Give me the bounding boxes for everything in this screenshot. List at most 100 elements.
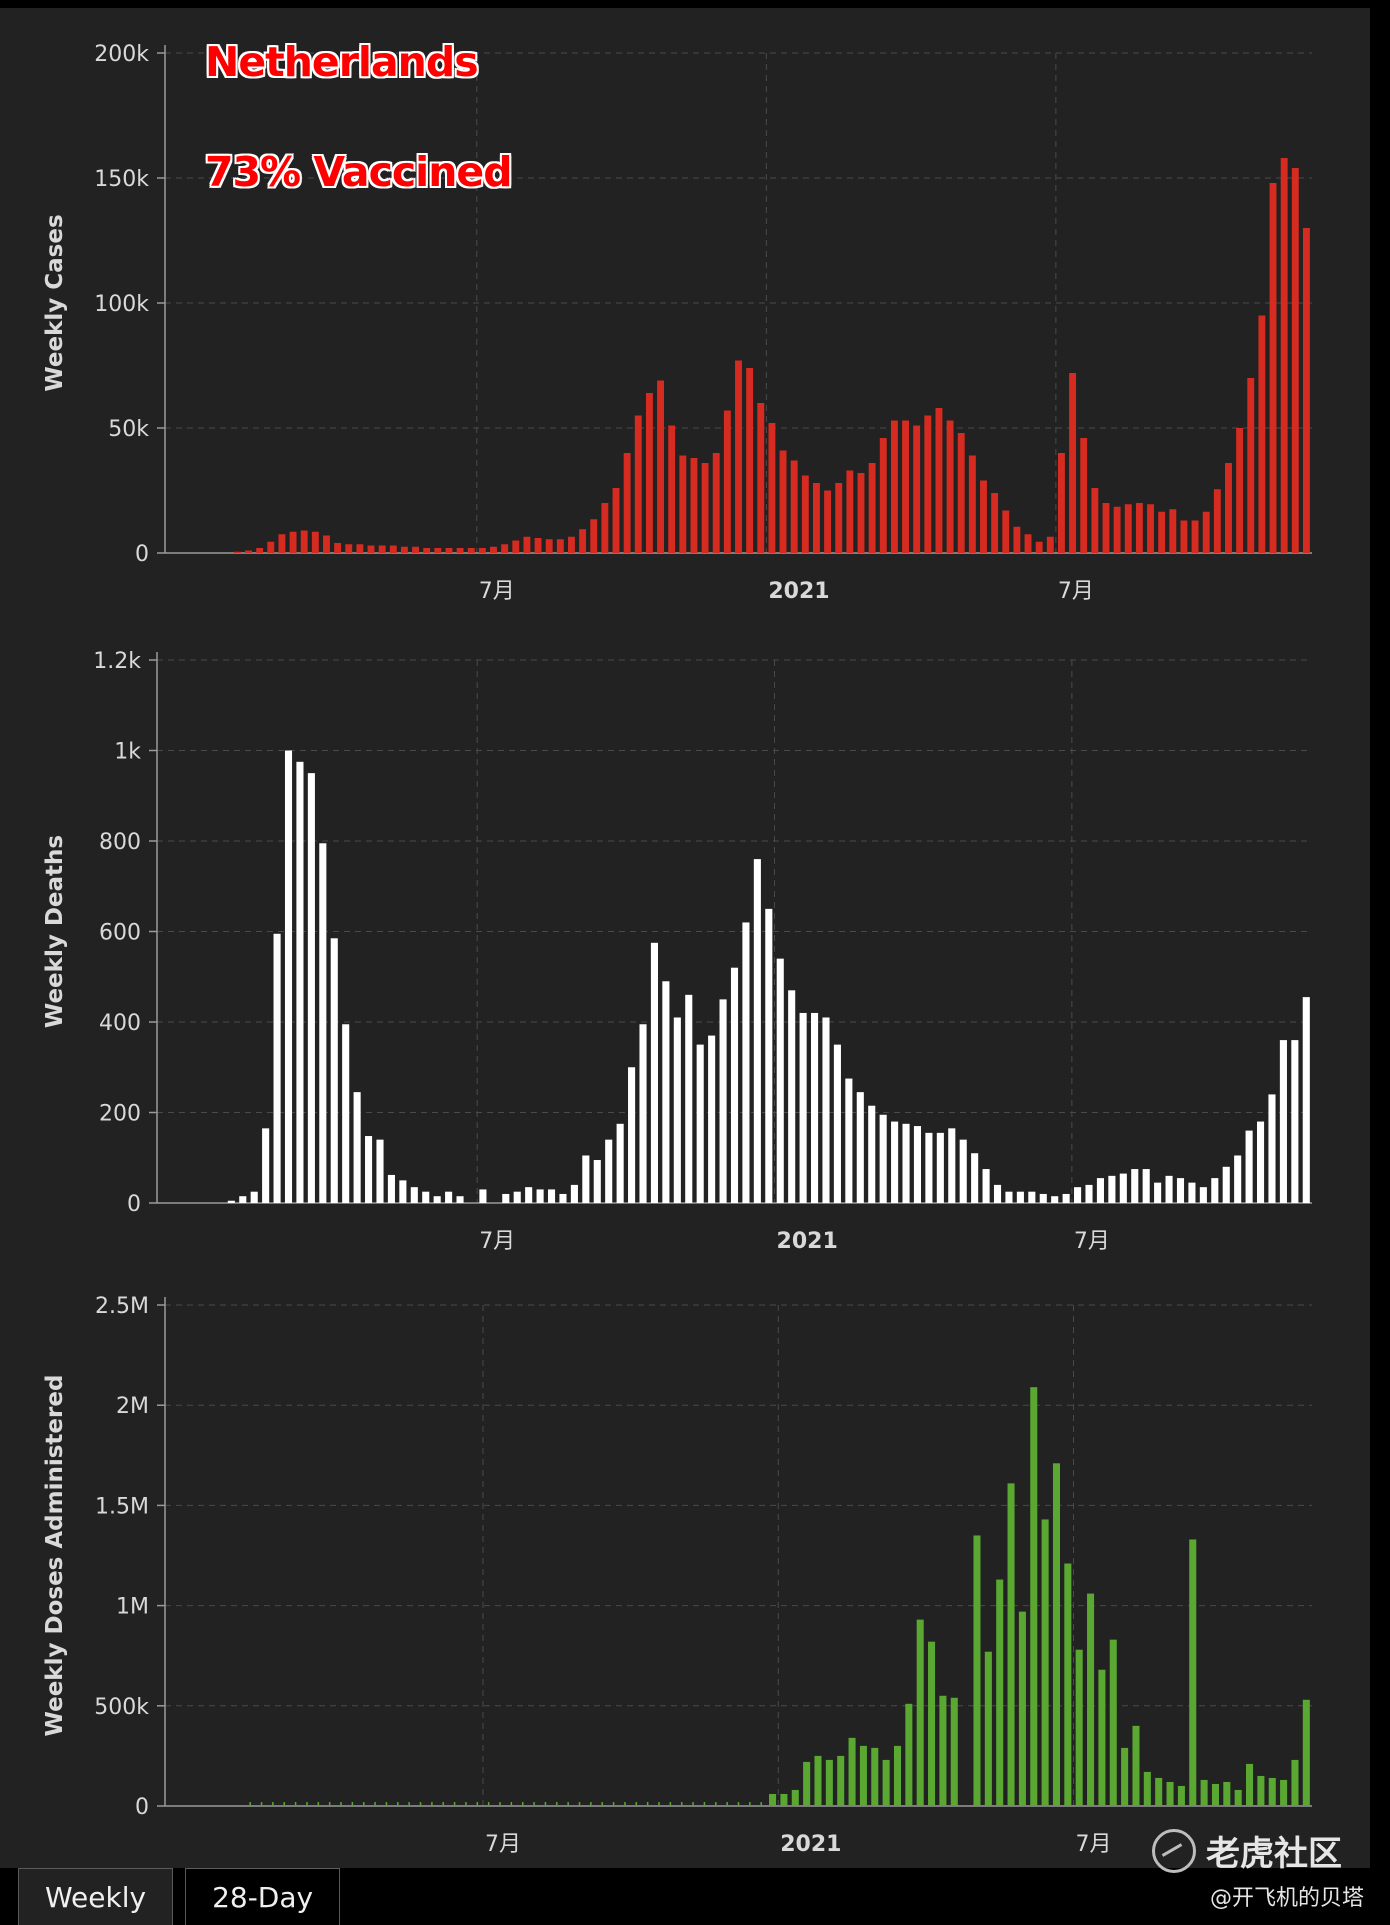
doses-bar (1211, 1783, 1219, 1806)
cases-bar (668, 425, 676, 553)
cases-bar (601, 503, 609, 553)
doses-bar (1155, 1777, 1163, 1806)
doses-bar (916, 1619, 924, 1806)
cases-bar (423, 548, 431, 553)
doses-bar (950, 1697, 958, 1806)
x-tick-label: 7月 (1074, 1229, 1110, 1254)
cases-bar (812, 483, 820, 553)
cases-bar (868, 463, 876, 553)
deaths-bar (936, 1132, 944, 1203)
tab-weekly[interactable]: Weekly (18, 1868, 174, 1925)
deaths-bar (456, 1196, 464, 1203)
cases-chart: 0 50k 100k 150k 200k 7月 2021 7月 Weekly Cases (42, 42, 1312, 604)
cases-bar (1091, 488, 1099, 553)
deaths-bar (1279, 1040, 1287, 1203)
deaths-bar (685, 994, 693, 1203)
doses-bar (803, 1761, 811, 1806)
cases-bar (935, 408, 943, 553)
deaths-bar (1245, 1130, 1253, 1203)
deaths-bar (1165, 1175, 1173, 1203)
y-tick-label: 150k (94, 167, 149, 192)
deaths-bar (1016, 1191, 1024, 1203)
cases-bar (356, 544, 364, 553)
cases-bar (1302, 228, 1310, 553)
doses-bar (1018, 1611, 1026, 1806)
cases-bar (790, 460, 798, 553)
cases-bar (657, 380, 665, 553)
cases-bar (445, 548, 453, 553)
deaths-chart: 0 200 400 600 800 1k 1.2k 7月 2021 7月 Weekly Deaths (42, 649, 1312, 1254)
doses-bar (871, 1747, 879, 1806)
cases-bar (267, 541, 275, 553)
y-tick-label: 600 (99, 921, 141, 946)
deaths-bar (993, 1184, 1002, 1203)
deaths-bar (284, 750, 293, 1203)
deaths-bar (479, 1189, 487, 1203)
cases-bar (957, 433, 965, 553)
tab-28-day[interactable]: 28-Day (185, 1868, 341, 1925)
deaths-bar (662, 981, 670, 1203)
cases-bar (478, 548, 486, 553)
deaths-bar (1119, 1173, 1127, 1203)
doses-bar (780, 1793, 788, 1806)
deaths-bar (776, 958, 784, 1203)
doses-bar (905, 1703, 913, 1806)
deaths-bar (856, 1092, 864, 1203)
doses-bar (939, 1695, 947, 1806)
x-tick-label: 2021 (780, 1832, 841, 1857)
deaths-bar (1234, 1155, 1242, 1203)
deaths-bar (879, 1114, 887, 1203)
deaths-bar (925, 1132, 933, 1203)
cases-bar (1135, 503, 1143, 553)
x-tick-label: 2021 (777, 1229, 838, 1254)
cases-bar (1147, 504, 1154, 553)
deaths-bar (639, 1024, 647, 1203)
y-tick-label: 0 (135, 1795, 149, 1820)
deaths-bar (845, 1078, 853, 1203)
cases-bar (389, 545, 397, 553)
cases-bar (367, 545, 375, 553)
cases-bar (1225, 463, 1232, 553)
cases-bar (913, 425, 921, 553)
doses-bar (848, 1737, 856, 1806)
deaths-bar (399, 1180, 407, 1203)
cases-bar (523, 536, 531, 553)
doses-bar (1189, 1539, 1197, 1806)
cases-bar (701, 463, 709, 553)
doses-bar (1087, 1593, 1095, 1806)
deaths-bar (342, 1024, 350, 1203)
deaths-bar (833, 1044, 841, 1203)
y-tick-label: 2.5M (95, 1294, 149, 1319)
cases-bar (1280, 158, 1288, 553)
doses-bar (1052, 1463, 1061, 1806)
deaths-bar (1291, 1040, 1299, 1203)
cases-bar (412, 546, 420, 553)
cases-bar (1057, 453, 1065, 553)
cases-bar (890, 420, 898, 553)
deaths-bar (433, 1196, 441, 1203)
chart-panel: 0 50k 100k 150k 200k 7月 2021 7月 Weekly Cases 0 200… (0, 8, 1370, 1874)
y-tick-label: 0 (135, 542, 149, 567)
cases-bar (1213, 489, 1221, 553)
cases-bar (456, 548, 464, 553)
doses-bar (1007, 1483, 1015, 1806)
deaths-bar (1085, 1184, 1093, 1203)
cases-bar (534, 538, 542, 553)
deaths-bar (1108, 1175, 1116, 1203)
cases-bar (1247, 378, 1255, 553)
y-tick-label: 1M (116, 1595, 149, 1620)
deaths-bar (307, 773, 315, 1203)
cases-bar (1180, 520, 1188, 553)
deaths-bar (1142, 1169, 1150, 1203)
doses-bar (1257, 1775, 1265, 1806)
y-tick-label: 0 (127, 1192, 141, 1217)
x-tick-label: 7月 (479, 579, 515, 604)
deaths-bar (628, 1067, 636, 1203)
cases-bar (467, 548, 475, 553)
cases-bar (1258, 315, 1266, 553)
cases-bar (723, 410, 731, 553)
deaths-bar (605, 1139, 613, 1203)
cases-bar (980, 480, 987, 553)
doses-bar (996, 1579, 1004, 1806)
cases-bar (568, 536, 575, 553)
